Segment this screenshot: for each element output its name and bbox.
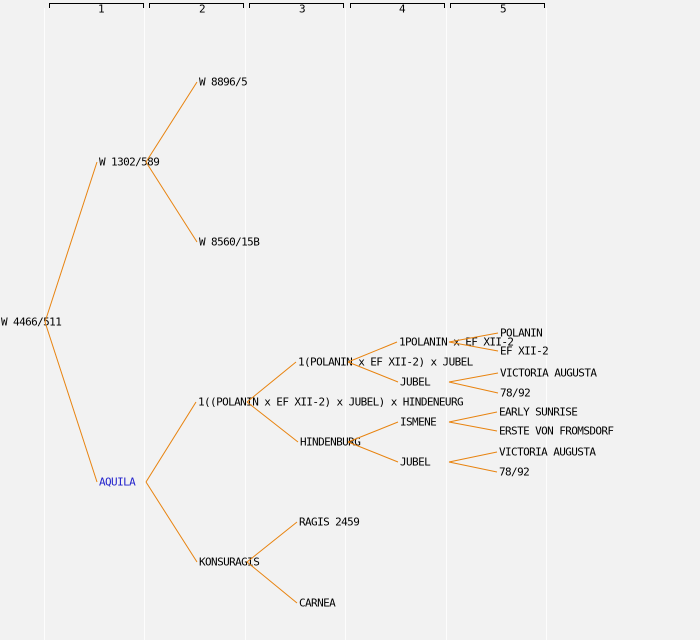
tree-edge (145, 161, 198, 243)
tree-node-label[interactable]: VICTORIA AUGUSTA (499, 446, 597, 459)
tree-node-label[interactable]: 1((POLANIN x EF XII-2) x JUBEL) x HINDEN… (198, 396, 464, 409)
tree-edge (145, 81, 198, 163)
tree-edge (145, 401, 197, 483)
tree-node-label[interactable]: 1(POLANIN x EF XII-2) x JUBEL (298, 356, 474, 369)
tree-node-label[interactable]: RAGIS 2459 (299, 516, 360, 529)
tree-edge (44, 321, 98, 483)
tree-edge (246, 521, 298, 563)
tree-node-label[interactable]: ERSTE VON FROMSDORF (499, 425, 614, 438)
tree-node-label[interactable]: JUBEL (400, 456, 432, 469)
generation-number: 4 (399, 3, 406, 16)
tree-edge (448, 461, 498, 473)
tree-node-label[interactable]: JUBEL (400, 376, 432, 389)
tree-node-label[interactable]: POLANIN (500, 327, 543, 340)
tree-node-label[interactable]: 78/92 (500, 387, 531, 400)
tree-edge (347, 341, 398, 363)
generation-number: 1 (98, 3, 104, 16)
tree-edge (246, 401, 299, 443)
tree-node-label[interactable]: 78/92 (499, 466, 530, 479)
tree-edge (448, 381, 499, 394)
tree-edge (448, 341, 499, 352)
tree-node-label[interactable]: HINDENBURG (300, 436, 361, 449)
tree-edge (448, 451, 498, 463)
tree-edge (448, 372, 499, 383)
tree-edge (448, 332, 499, 343)
tree-node-label[interactable]: AQUILA (99, 476, 137, 489)
tree-node-label[interactable]: W 1302/589 (99, 156, 160, 169)
tree-node-label[interactable]: CARNEA (299, 597, 337, 610)
tree-node-label[interactable]: W 8896/5 (199, 76, 248, 89)
tree-node-label[interactable]: ISMENE (400, 416, 437, 429)
tree-edge (44, 161, 98, 323)
generation-number: 2 (199, 3, 205, 16)
tree-edge (448, 421, 498, 432)
generation-number: 3 (299, 3, 305, 16)
tree-node-label[interactable]: W 8560/15B (199, 236, 261, 249)
generation-bracket (249, 3, 344, 8)
tree-node-label[interactable]: W 4466/511 (1, 316, 62, 329)
tree-edge (347, 421, 399, 443)
generation-bracket (350, 3, 445, 8)
generation-number: 5 (500, 3, 506, 16)
tree-edge (145, 481, 198, 563)
tree-edge (246, 561, 298, 604)
tree-node-label[interactable]: 1POLANIN x EF XII-2 (399, 336, 514, 349)
tree-node-label[interactable]: KONSURAGIS (199, 556, 260, 569)
tree-edge (347, 441, 399, 463)
tree-edge (347, 361, 399, 383)
tree-edge (246, 361, 297, 403)
tree-node-label[interactable]: EF XII-2 (500, 345, 549, 358)
generation-bracket (49, 3, 144, 8)
generation-bracket (149, 3, 244, 8)
tree-node-label[interactable]: VICTORIA AUGUSTA (500, 367, 598, 380)
tree-node-label[interactable]: EARLY SUNRISE (499, 406, 578, 419)
tree-edge (448, 411, 498, 423)
generation-bracket (450, 3, 545, 8)
